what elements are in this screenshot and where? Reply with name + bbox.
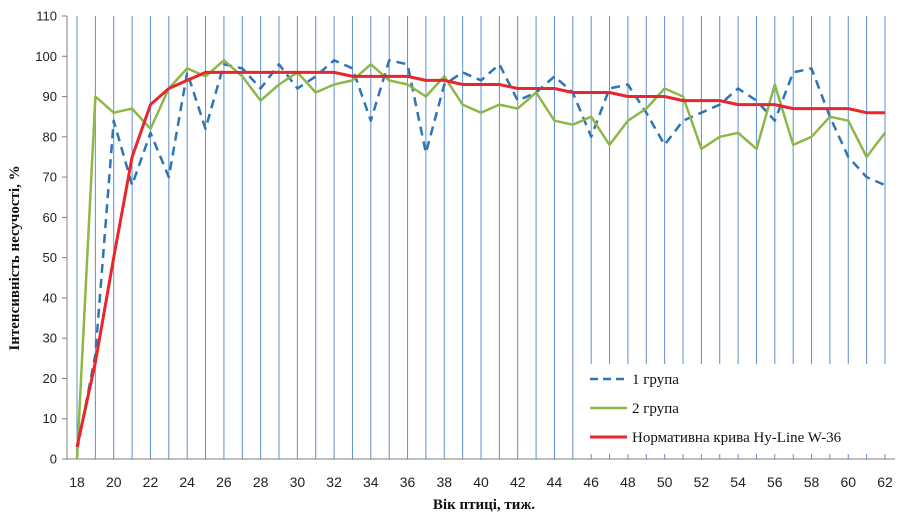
y-tick-label-70: 70 bbox=[43, 170, 57, 185]
y-tick-label-60: 60 bbox=[43, 210, 57, 225]
x-tick-label-48: 48 bbox=[620, 474, 636, 490]
x-tick-label-32: 32 bbox=[326, 474, 342, 490]
x-tick-label-38: 38 bbox=[436, 474, 452, 490]
x-axis-title: Вік птиці, тиж. bbox=[433, 497, 535, 513]
x-tick-label-20: 20 bbox=[106, 474, 122, 490]
x-tick-label-60: 60 bbox=[840, 474, 856, 490]
y-tick-label-100: 100 bbox=[35, 49, 57, 64]
y-tick-label-110: 110 bbox=[36, 9, 57, 24]
series-line-normative-curve bbox=[75, 70, 885, 448]
series-line-group-1 bbox=[75, 59, 886, 452]
y-tick-label-30: 30 bbox=[43, 331, 57, 346]
x-tick-label-42: 42 bbox=[510, 474, 526, 490]
y-tick-label-90: 90 bbox=[43, 89, 57, 104]
x-tick-label-58: 58 bbox=[804, 474, 820, 490]
y-tick-label-20: 20 bbox=[43, 371, 57, 386]
x-tick-label-56: 56 bbox=[767, 474, 783, 490]
x-tick-label-52: 52 bbox=[694, 474, 710, 490]
y-tick-label-10: 10 bbox=[43, 411, 57, 426]
x-tick-label-18: 18 bbox=[69, 474, 85, 490]
x-tick-label-46: 46 bbox=[583, 474, 599, 490]
legend: 1 група 2 група Нормативна крива Hy-Line… bbox=[585, 364, 891, 454]
y-tick-label-40: 40 bbox=[43, 290, 57, 305]
y-tick-label-50: 50 bbox=[43, 250, 57, 265]
y-tick-label-80: 80 bbox=[43, 129, 57, 144]
legend-background bbox=[585, 364, 891, 454]
x-tick-label-40: 40 bbox=[473, 474, 489, 490]
legend-label-group-2: 2 група bbox=[632, 401, 679, 417]
axes bbox=[62, 15, 895, 460]
x-tick-label-44: 44 bbox=[547, 474, 563, 490]
x-tick-label-62: 62 bbox=[877, 474, 893, 490]
y-tick-label-0: 0 bbox=[50, 452, 57, 467]
x-tick-label-50: 50 bbox=[657, 474, 673, 490]
legend-label-group-1: 1 група bbox=[632, 372, 679, 388]
x-tick-label-34: 34 bbox=[363, 474, 379, 490]
x-tick-label-26: 26 bbox=[216, 474, 232, 490]
y-axis-tick-labels: 0 10 20 30 40 50 60 70 80 90 100 110 bbox=[35, 9, 57, 467]
x-tick-label-24: 24 bbox=[179, 474, 195, 490]
x-tick-label-30: 30 bbox=[290, 474, 306, 490]
x-axis-tick-labels: 18 20 22 24 26 28 30 32 34 36 38 40 42 44 46 48 50 52 54 56… bbox=[69, 474, 893, 490]
y-axis-title: Інтенсивність несучості, % bbox=[7, 165, 23, 350]
legend-label-normative-curve: Нормативна крива Hy-Line W-36 bbox=[632, 430, 842, 446]
x-tick-label-54: 54 bbox=[730, 474, 746, 490]
series-lines bbox=[75, 59, 886, 460]
x-tick-label-36: 36 bbox=[400, 474, 416, 490]
x-tick-label-28: 28 bbox=[253, 474, 269, 490]
x-tick-label-22: 22 bbox=[143, 474, 159, 490]
